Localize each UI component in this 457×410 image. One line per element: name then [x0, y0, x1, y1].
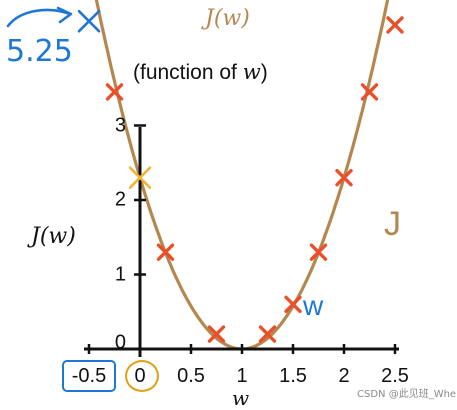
data-point-marker [309, 243, 328, 261]
y-tick-label: 2 [114, 188, 126, 211]
curve-annotation: J [384, 205, 401, 243]
y-tick-label: 0 [114, 331, 126, 354]
arrow-head [56, 6, 73, 24]
data-point-marker [156, 243, 175, 261]
highlight-point-orange [128, 166, 152, 189]
highlight-box [62, 360, 116, 392]
y-axis-label: J(w) [31, 224, 76, 249]
data-point-marker [207, 325, 226, 343]
y-tick-label: 3 [114, 114, 126, 136]
highlight-point-blue [77, 9, 101, 33]
x-tick-label: 0.5 [177, 365, 205, 387]
x-tick-label: 2 [338, 365, 350, 387]
x-tick-label: 1 [236, 365, 248, 387]
highlight-circle [125, 360, 159, 392]
data-point-marker [284, 295, 302, 313]
x-tick-label: -0.5 [71, 365, 107, 387]
data-point-marker [360, 83, 379, 101]
data-point-marker [335, 168, 353, 187]
subtitle-prefix: (function of [133, 61, 243, 84]
data-point-marker [386, 16, 404, 34]
handwritten-value: 5.25 [6, 34, 73, 69]
subtitle: (function of w) [133, 60, 268, 85]
curve-title: J(w) [205, 6, 250, 31]
x-axis-label: w [232, 386, 250, 410]
w-annotation: w [303, 290, 324, 321]
data-point-marker [105, 83, 124, 101]
handwritten-arrow [6, 8, 72, 28]
y-tick-label: 1 [114, 263, 126, 285]
data-point-marker [258, 325, 277, 343]
x-tick-label: 2.5 [381, 365, 409, 387]
subtitle-suffix: ) [260, 61, 268, 84]
x-tick-label: 0 [134, 365, 146, 387]
watermark: CSDN @此见班_Wher [357, 389, 457, 400]
x-tick-label: 1.5 [279, 365, 307, 387]
subtitle-variable: w [242, 60, 261, 84]
